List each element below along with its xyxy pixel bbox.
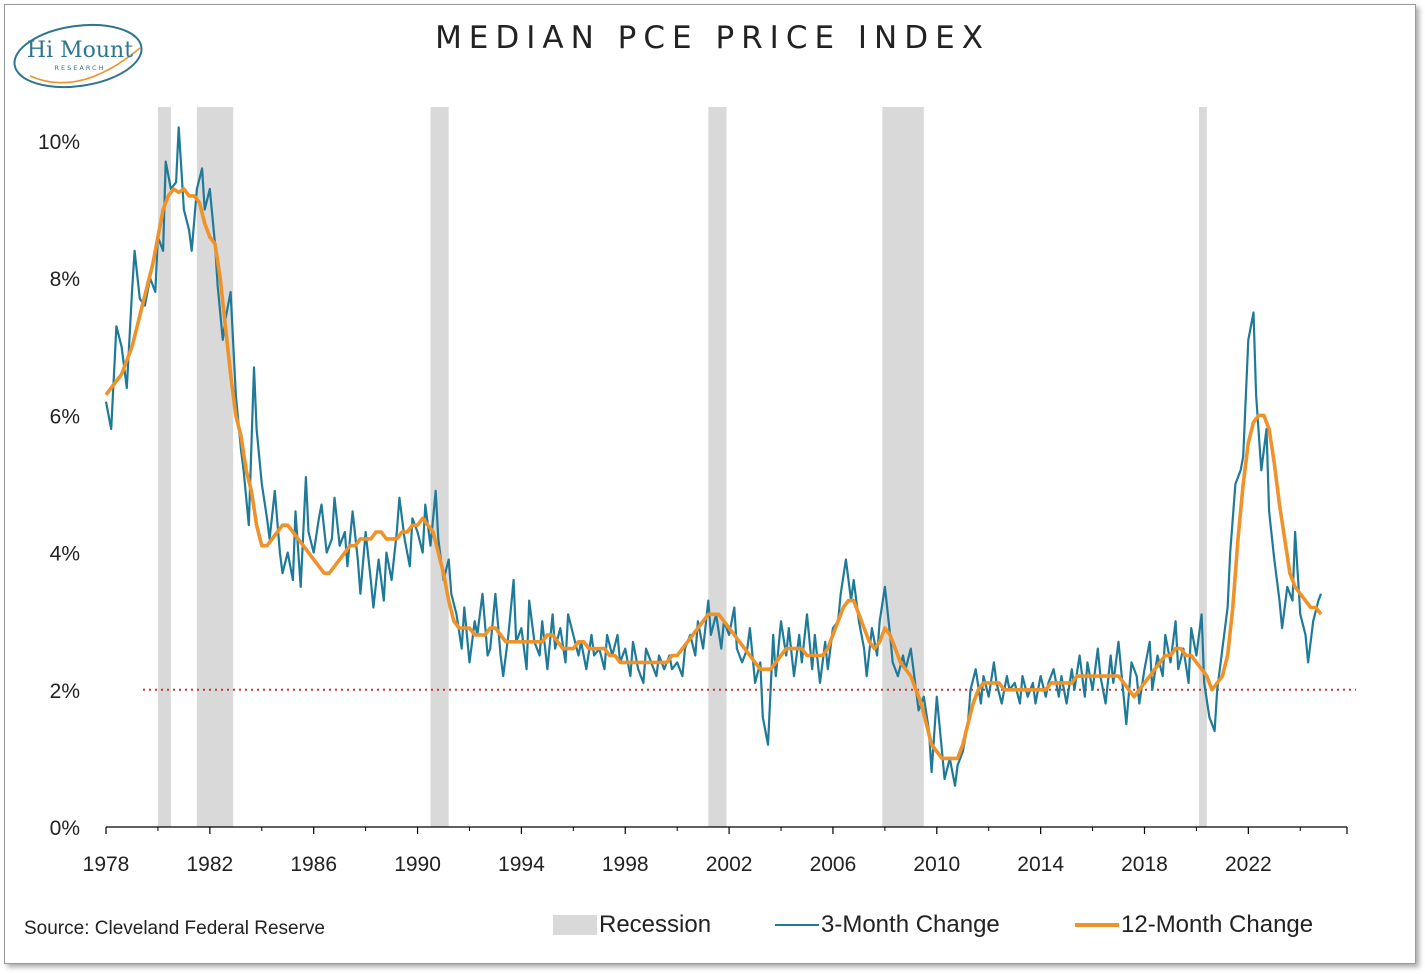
legend-three-month-swatch: [775, 924, 819, 926]
x-tick-label: 1986: [290, 853, 337, 876]
recession-band: [708, 107, 727, 827]
recession-band: [196, 107, 234, 827]
legend-twelve-month-label: 12-Month Change: [1121, 911, 1314, 938]
x-tick-label: 2014: [1017, 853, 1064, 876]
twelve-month-line: [104, 187, 1323, 761]
legend-three-month-label: 3-Month Change: [821, 911, 1000, 938]
y-tick-label: 10%: [38, 131, 80, 154]
x-tick-label: 1998: [602, 853, 649, 876]
hi-mount-logo: Hi Mount RESEARCH: [10, 18, 150, 98]
recession-band: [157, 107, 171, 827]
y-tick-label: 4%: [50, 543, 80, 566]
chart-title: MEDIAN PCE PRICE INDEX: [435, 20, 990, 56]
legend-recession: Recession: [553, 908, 711, 942]
recession-band: [430, 107, 449, 827]
x-tick-label: 2018: [1121, 853, 1168, 876]
source-note: Source: Cleveland Federal Reserve: [24, 918, 325, 939]
legend-twelve-month: 12-Month Change: [1075, 908, 1313, 942]
y-tick-label: 6%: [50, 405, 80, 428]
logo-ellipse: [13, 23, 143, 89]
x-tick-label: 2006: [810, 853, 857, 876]
logo-name: Hi Mount: [26, 38, 134, 63]
x-tick-label: 1990: [394, 853, 441, 876]
x-tick-label: 1978: [83, 853, 130, 876]
legend-twelve-month-swatch: [1075, 923, 1119, 927]
y-tick-label: 2%: [50, 680, 80, 703]
x-tick-label: 2010: [913, 853, 960, 876]
x-tick-label: 2002: [706, 853, 753, 876]
x-tick-label: 2022: [1225, 853, 1272, 876]
x-tick-label: 1994: [498, 853, 545, 876]
legend-recession-label: Recession: [599, 911, 712, 938]
x-tick-label: 1982: [186, 853, 233, 876]
y-tick-label: 0%: [50, 817, 80, 840]
legend-recession-swatch: [553, 915, 597, 935]
recession-band: [1199, 107, 1207, 827]
logo-subtitle: RESEARCH: [54, 64, 106, 72]
recession-band: [882, 107, 924, 827]
legend-three-month: 3-Month Change: [775, 908, 1000, 942]
y-tick-label: 8%: [50, 268, 80, 291]
